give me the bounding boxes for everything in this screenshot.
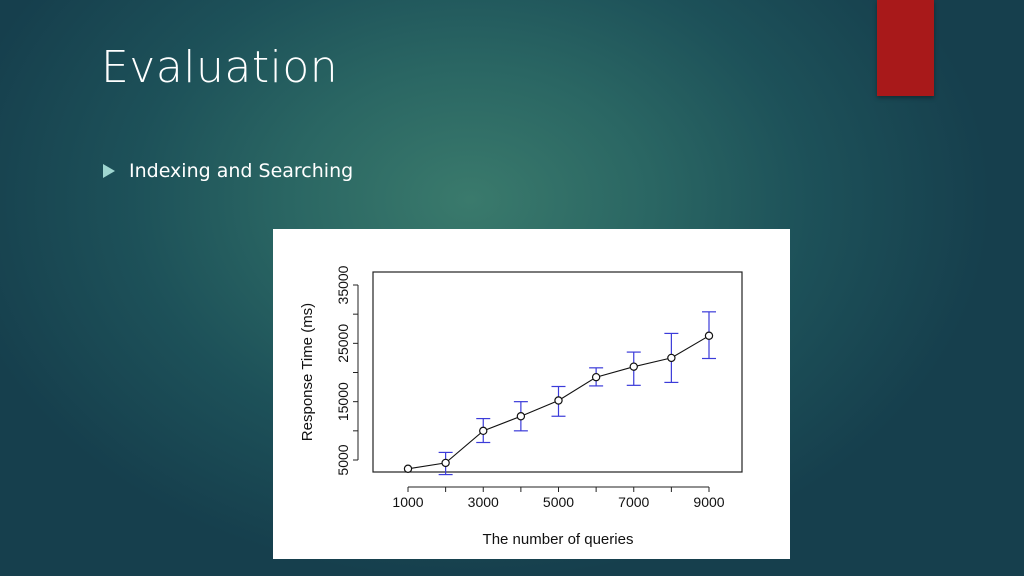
data-point [441, 458, 450, 468]
bullet-item: Indexing and Searching [103, 160, 353, 182]
x-tick-label: 5000 [543, 494, 574, 510]
x-tick-label: 7000 [618, 494, 649, 510]
y-tick-label: 5000 [335, 444, 351, 475]
error-bars [438, 311, 716, 476]
data-point [403, 464, 413, 473]
data-point [554, 396, 563, 405]
y-tick-label: 15000 [335, 382, 351, 421]
y-tick-label: 35000 [335, 265, 351, 304]
data-point [667, 353, 676, 363]
accent-bar [877, 0, 934, 96]
plot-frame [372, 271, 743, 473]
slide-title: Evaluation [101, 42, 339, 93]
chart-image: 1000 3000 5000 7000 9000 5000 15000 25000 35000… [273, 229, 790, 559]
bullet-text: Indexing and Searching [129, 160, 354, 182]
data-points [403, 331, 714, 473]
y-axis: 5000 15000 25000 35000 [335, 265, 359, 476]
data-point [479, 426, 488, 436]
data-point [704, 331, 714, 340]
bullet-arrow-icon [103, 164, 115, 178]
x-tick-label: 1000 [392, 494, 423, 510]
data-point [516, 412, 526, 421]
x-axis: 1000 3000 5000 7000 9000 [392, 486, 725, 510]
x-tick-label: 3000 [468, 494, 499, 510]
data-point [629, 362, 638, 371]
y-tick-label: 25000 [335, 324, 351, 363]
data-point [591, 372, 601, 382]
response-time-chart: 1000 3000 5000 7000 9000 5000 15000 25000 35000… [299, 265, 743, 548]
x-axis-label: The number of queries [483, 531, 634, 548]
y-axis-label: Response Time (ms) [299, 303, 316, 441]
x-tick-label: 9000 [693, 494, 724, 510]
